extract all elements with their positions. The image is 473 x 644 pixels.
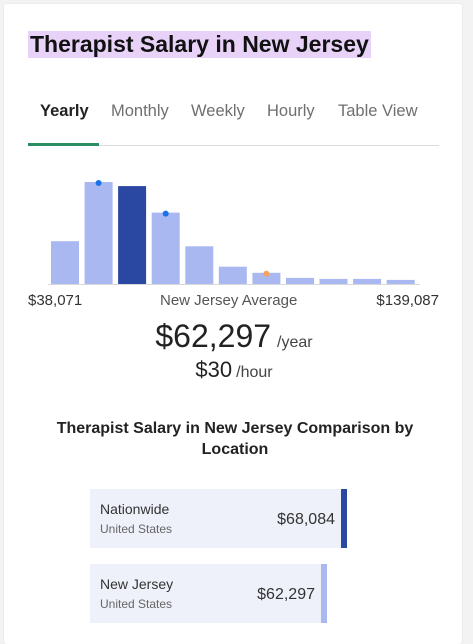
tab-table-view[interactable]: Table View <box>338 102 418 120</box>
yearly-salary-value: $62,297 <box>155 318 272 354</box>
comparison-value: $62,297 <box>257 586 315 603</box>
comparison-value: $68,084 <box>277 511 335 528</box>
histogram-marker-dot <box>263 270 270 277</box>
yearly-salary-unit: /year <box>277 334 313 351</box>
range-average-label: New Jersey Average <box>160 292 298 309</box>
histogram-bar[interactable] <box>218 266 247 284</box>
page-title: Therapist Salary in New Jersey <box>28 31 371 58</box>
histogram-bar[interactable] <box>386 279 415 284</box>
histogram-bar[interactable] <box>252 272 281 284</box>
tab-weekly[interactable]: Weekly <box>191 102 245 120</box>
tab-yearly[interactable]: Yearly <box>40 102 89 120</box>
comparison-bar <box>321 564 327 623</box>
histogram-bar[interactable] <box>185 246 214 284</box>
tab-monthly[interactable]: Monthly <box>111 102 169 120</box>
hourly-salary: $30/hour <box>0 357 468 383</box>
histogram-bar-average[interactable] <box>118 186 147 284</box>
period-tabs: Yearly Monthly Weekly Hourly Table View <box>28 90 439 146</box>
salary-histogram <box>51 180 415 284</box>
comparison-sublocation: United States <box>100 522 173 536</box>
histogram-marker-dot <box>162 210 169 217</box>
tabs-divider <box>28 145 439 146</box>
comparison-sublocation: United States <box>100 597 173 611</box>
active-tab-indicator <box>28 143 99 146</box>
histogram-bar[interactable] <box>286 277 314 284</box>
comparison-location: Nationwide <box>100 501 170 517</box>
histogram-bar[interactable] <box>51 241 79 284</box>
hourly-salary-unit: /hour <box>236 364 273 381</box>
yearly-salary: $62,297/year <box>0 318 468 355</box>
comparison-title: Therapist Salary in New Jersey Compariso… <box>56 420 414 458</box>
comparison-row-new-jersey: New Jersey United States $62,297 <box>90 564 327 623</box>
range-min-label: $38,071 <box>28 292 83 309</box>
comparison-location: New Jersey <box>100 576 174 592</box>
histogram-bar[interactable] <box>319 278 348 284</box>
histogram-baseline <box>48 284 420 285</box>
histogram-bar[interactable] <box>84 182 113 284</box>
histogram-bar[interactable] <box>353 278 382 284</box>
hourly-salary-value: $30 <box>195 357 233 382</box>
comparison-bar <box>341 489 347 548</box>
range-max-label: $139,087 <box>376 292 439 309</box>
tab-hourly[interactable]: Hourly <box>267 102 315 120</box>
histogram-bar[interactable] <box>151 212 180 284</box>
comparison-row-nationwide: Nationwide United States $68,084 <box>90 489 347 548</box>
histogram-marker-dot <box>95 180 102 186</box>
